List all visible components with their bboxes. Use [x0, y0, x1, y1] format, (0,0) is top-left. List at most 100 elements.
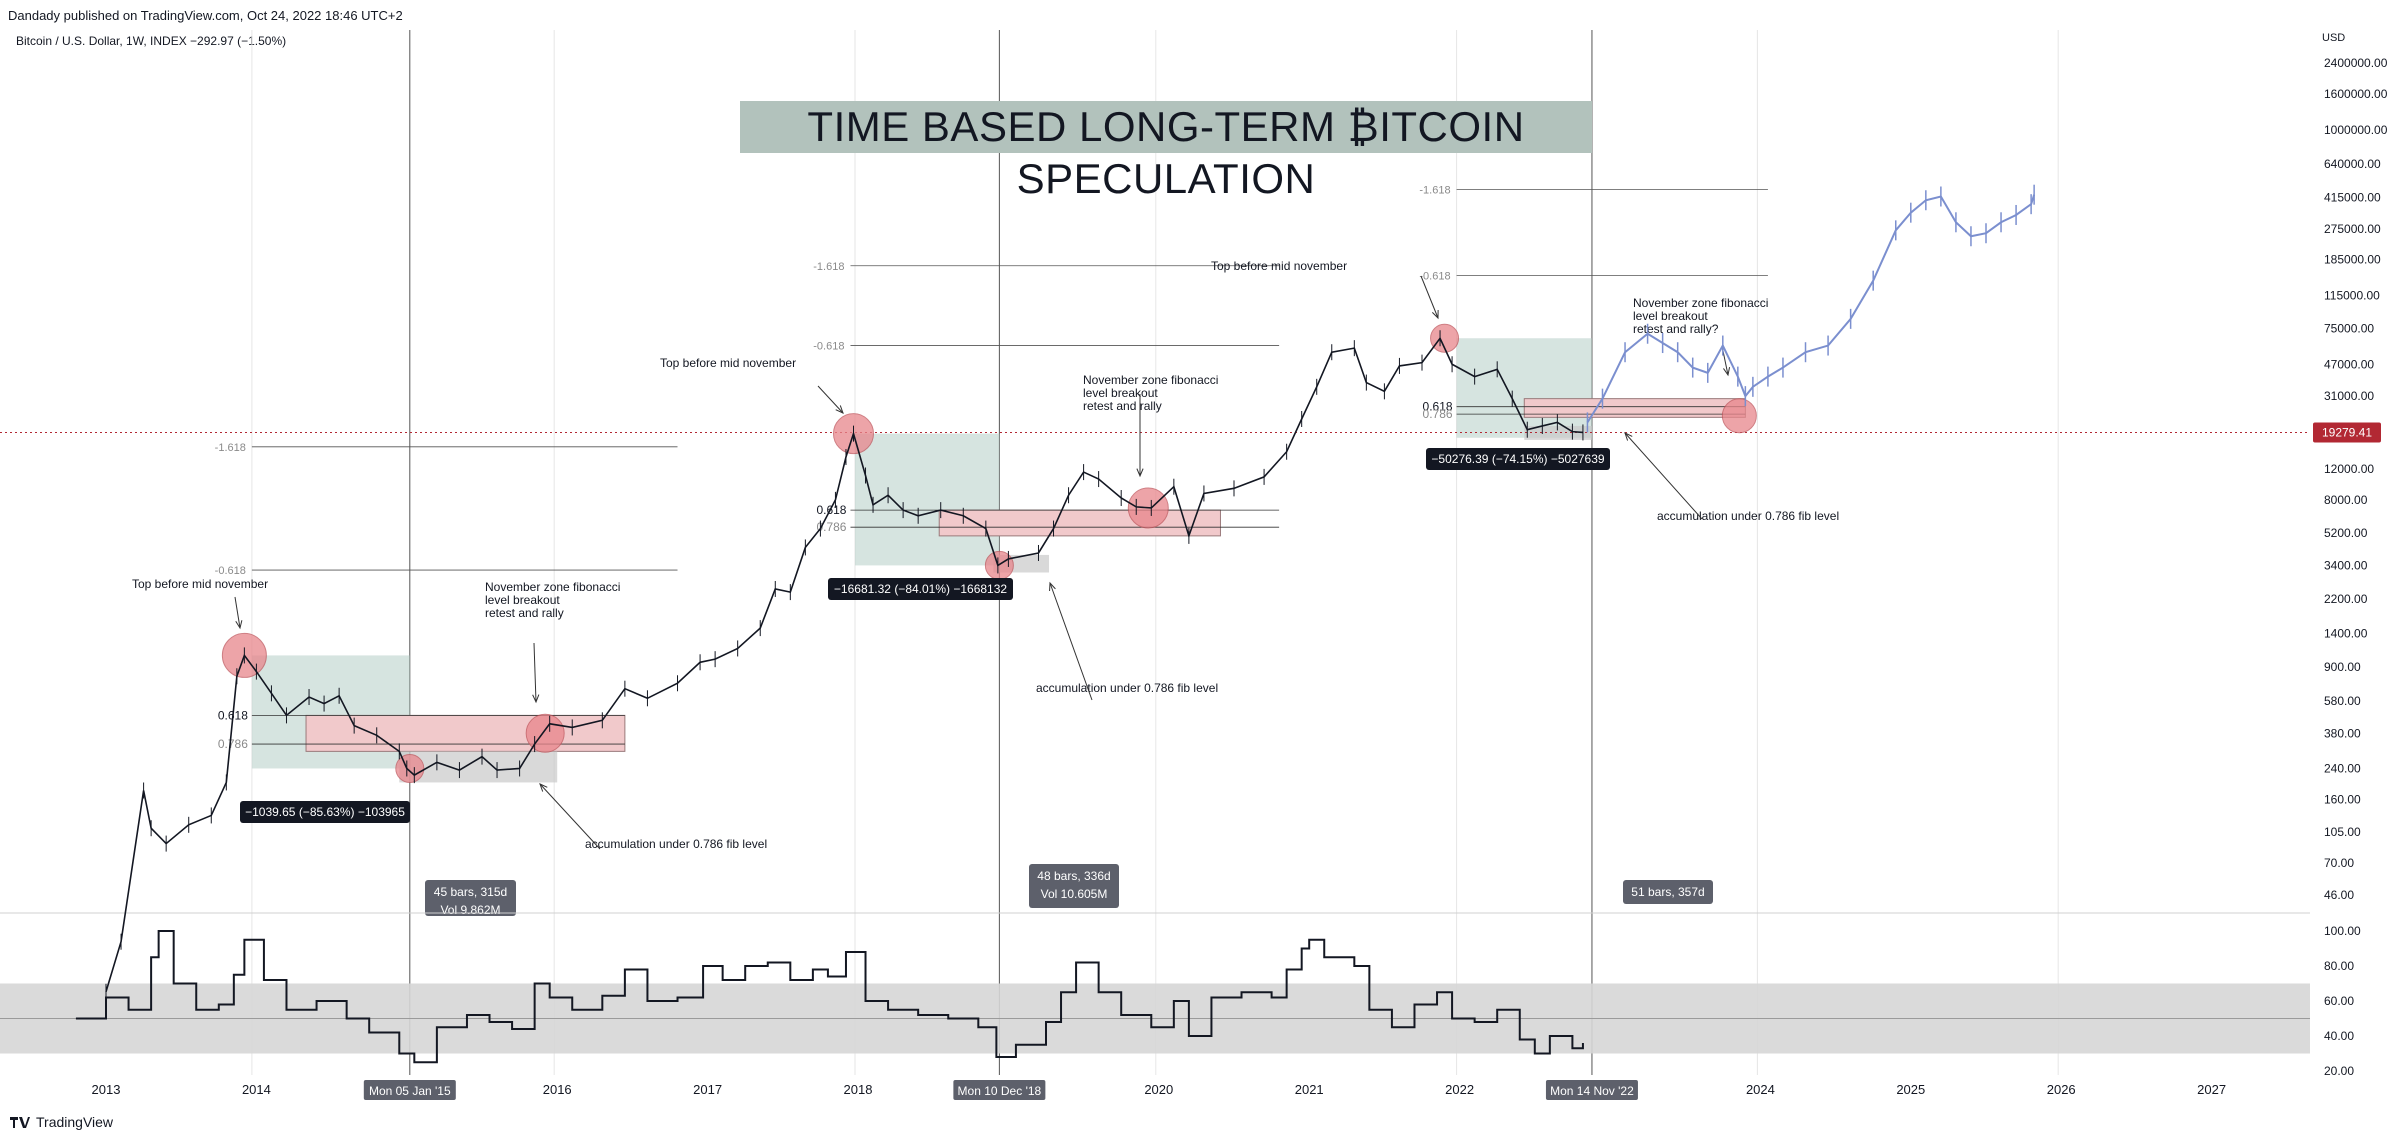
time-axis-tick: 2022 [1445, 1082, 1474, 1097]
annotation-nov-zone: November zone fibonacci [485, 580, 620, 594]
chart-annotations: -1.618 -0.618 -1.618 -0.618 -1.618 -0.618 0.61… [0, 30, 2310, 1075]
annotation-top: Top before mid november [660, 356, 796, 370]
time-axis-tick: 2024 [1746, 1082, 1775, 1097]
oscillator-axis-tick: 40.00 [2324, 1029, 2354, 1043]
price-axis-tick: 1600000.00 [2324, 87, 2388, 101]
oscillator-panel [0, 912, 2310, 1064]
price-axis-tick: 46.00 [2324, 888, 2354, 902]
price-axis-tick: 31000.00 [2324, 389, 2374, 403]
current-price-badge [2313, 422, 2381, 443]
highlight-circle [1721, 398, 1757, 434]
publish-header: Dandady published on TradingView.com, Oc… [8, 8, 403, 23]
fib-level-label: -1.618 [1419, 185, 1450, 197]
time-marker-box [1545, 1080, 1638, 1100]
price-axis-tick: 160.00 [2324, 793, 2361, 807]
time-axis-tick: 2014 [242, 1082, 271, 1097]
cycle-label-3-box [1623, 880, 1713, 904]
cycle-label-3: 51 bars, 357d [1631, 885, 1704, 899]
highlight-circle [1430, 323, 1460, 353]
drop-label-2018-box [828, 578, 1013, 600]
fib-level-label: -0.618 [1419, 270, 1450, 282]
cycle-label-1-box [425, 880, 516, 916]
annotation-nov-zone: level breakout [1633, 309, 1708, 323]
highlight-circle [395, 753, 425, 783]
accumulation-box [1524, 425, 1592, 440]
arrow-head [532, 694, 540, 704]
time-marker-box [953, 1080, 1046, 1100]
price-axis-tick: 12000.00 [2324, 462, 2374, 476]
oscillator-axis-tick: 80.00 [2324, 959, 2354, 973]
price-axis-currency: USD [2322, 32, 2345, 44]
oscillator-axis-tick: 60.00 [2324, 994, 2354, 1008]
cycle-label-1: 45 bars, 315d [434, 885, 507, 899]
time-axis-tick: 2021 [1295, 1082, 1324, 1097]
price-axis-tick: 580.00 [2324, 694, 2361, 708]
price-axis-tick: 75000.00 [2324, 321, 2374, 335]
drawdown-zone [1456, 338, 1592, 438]
arrow-head [835, 405, 844, 414]
arrow-head [1049, 581, 1056, 592]
time-axis-tick: 2026 [2047, 1082, 2076, 1097]
time-axis-tick: 2027 [2197, 1082, 2226, 1097]
price-axis-tick: 5200.00 [2324, 526, 2368, 540]
cycle-label-2: Vol 10.605M [1041, 887, 1108, 901]
fib-level-label: -1.618 [813, 261, 844, 273]
cycle-label-1: Vol 9.862M [440, 903, 500, 917]
price-axis-tick: 70.00 [2324, 856, 2354, 870]
highlight-circle [525, 713, 565, 753]
annotation-nov-zone: retest and rally? [1633, 322, 1719, 336]
annotation-nov-zone: retest and rally [485, 606, 564, 620]
price-axis-tick: 2400000.00 [2324, 56, 2388, 70]
price-axis-tick: 115000.00 [2324, 289, 2380, 303]
arrow-head [235, 620, 243, 630]
drop-label-2022-box [1426, 448, 1610, 470]
annotation-arrow [234, 596, 241, 629]
annotation-arrow [817, 385, 844, 414]
time-marker-label: Mon 05 Jan '15 [369, 1084, 451, 1098]
annotation-nov-zone: November zone fibonacci [1633, 296, 1768, 310]
drop-label-2018: −16681.32 (−84.01%) −1668132 [834, 582, 1007, 596]
arrow-head [1624, 432, 1633, 441]
cycle-label-2: 48 bars, 336d [1037, 869, 1110, 883]
annotation-top: Top before mid november [132, 577, 268, 591]
annotation-accumulation: accumulation under 0.786 fib level [1657, 509, 1839, 523]
annotation-arrow [1049, 582, 1093, 701]
fib-level-label: -1.618 [215, 442, 246, 454]
fib-level-label: 0.786 [1423, 407, 1453, 421]
fib-level-label: 0.786 [816, 520, 846, 534]
annotation-arrow [539, 783, 601, 850]
price-axis-tick: 240.00 [2324, 761, 2361, 775]
annotation-nov-zone: level breakout [1083, 386, 1158, 400]
fib-level-label: 0.618 [1423, 400, 1453, 414]
cycle-label-2-box [1029, 864, 1119, 908]
price-axis-tick: 640000.00 [2324, 157, 2381, 171]
time-axis-tick: 2016 [543, 1082, 572, 1097]
annotation-nov-zone: retest and rally [1083, 399, 1162, 413]
time-marker-box [363, 1080, 456, 1100]
current-price-label: 19279.41 [2322, 426, 2372, 440]
annotation-accumulation: accumulation under 0.786 fib level [1036, 681, 1218, 695]
annotation-arrow [1624, 432, 1703, 520]
annotation-nov-zone: November zone fibonacci [1083, 373, 1218, 387]
price-axis-tick: 105.00 [2324, 825, 2361, 839]
time-axis-tick: 2017 [693, 1082, 722, 1097]
price-axis-bg [2310, 0, 2406, 1100]
annotation-top: Top before mid november [1211, 259, 1347, 273]
drop-label-2014-box [240, 801, 410, 823]
fib-level-label: 0.618 [816, 503, 846, 517]
price-series [105, 184, 2036, 1000]
oscillator-axis-tick: 20.00 [2324, 1064, 2354, 1078]
time-axis-tick: 2025 [1896, 1082, 1925, 1097]
fib-level-label: 0.786 [218, 737, 248, 751]
time-marker-label: Mon 10 Dec '18 [958, 1084, 1042, 1098]
drawdown-zone [854, 433, 1000, 566]
price-axis-tick: 47000.00 [2324, 357, 2374, 371]
price-axis-tick: 2200.00 [2324, 592, 2368, 606]
annotation-nov-zone: level breakout [485, 593, 560, 607]
accumulation-box [399, 751, 558, 783]
chart-title: TIME BASED LONG-TERM ₿ITCOIN SPECULATION [740, 101, 1592, 202]
price-axis-tick: 275000.00 [2324, 222, 2381, 236]
oscillator-line [75, 930, 1584, 1064]
